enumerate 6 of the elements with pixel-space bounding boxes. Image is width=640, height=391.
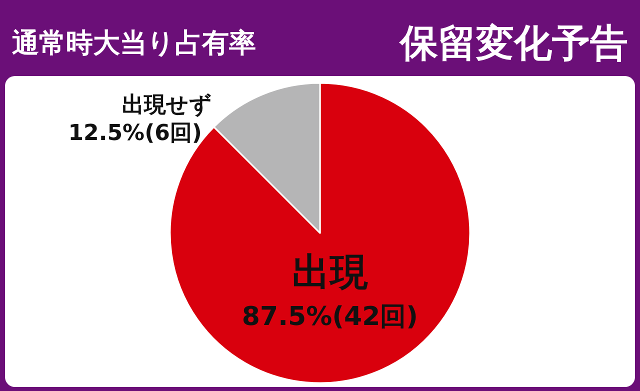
- chart-title: 通常時大当り占有率: [12, 28, 256, 59]
- data-label: 12.5%(6回): [68, 121, 202, 146]
- chart-subtitle: 保留変化予告: [398, 21, 628, 65]
- data-label: 87.5%(42回): [242, 302, 418, 332]
- slice-label: 出現: [292, 250, 368, 294]
- slice-label: 出現せず: [122, 93, 212, 118]
